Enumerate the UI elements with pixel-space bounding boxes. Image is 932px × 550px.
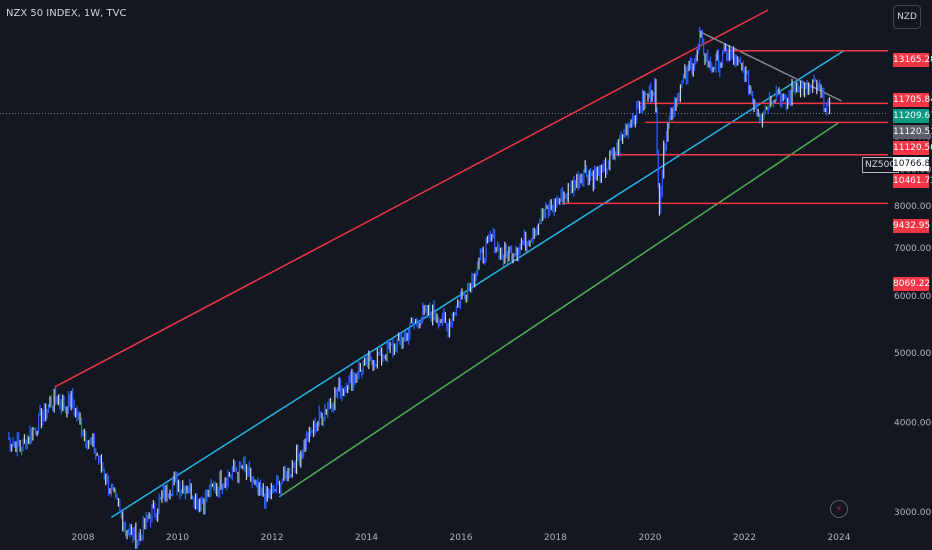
y-tick-label: 8000.00 <box>894 202 931 212</box>
x-tick-label: 2010 <box>166 533 189 543</box>
price-tag: 11120.51 <box>893 125 932 139</box>
y-tick-label: 4000.00 <box>894 418 931 428</box>
symbol-tag: NZ50G <box>862 157 900 173</box>
price-tag: 11209.67 <box>893 109 932 123</box>
upper-channel-line <box>54 9 769 388</box>
price-tag: 11120.50 <box>893 141 932 155</box>
price-tag: 11705.84 <box>893 93 932 107</box>
y-tick-label: 5000.00 <box>894 349 931 359</box>
x-tick-label: 2018 <box>544 533 567 543</box>
currency-button[interactable]: NZD <box>893 5 921 29</box>
x-tick-label: 2016 <box>450 533 473 543</box>
chart-title: NZX 50 INDEX, 1W, TVC <box>6 8 127 19</box>
y-tick-label: 6000.00 <box>894 292 931 302</box>
x-tick-label: 2014 <box>355 533 378 543</box>
price-tag: 10766.81 <box>893 157 932 171</box>
y-tick-label: 3000.00 <box>894 508 931 518</box>
x-tick-label: 2020 <box>639 533 662 543</box>
price-tag: 13165.28 <box>893 53 932 67</box>
x-tick-label: 2022 <box>733 533 756 543</box>
price-series <box>8 27 831 549</box>
price-tag: 9432.95 <box>893 219 931 233</box>
lower-channel-line <box>278 121 840 498</box>
x-tick-label: 2008 <box>72 533 95 543</box>
price-tag: 8069.22 <box>893 277 931 291</box>
lightning-icon[interactable]: ⚡ <box>830 500 848 518</box>
x-tick-label: 2024 <box>828 533 851 543</box>
mid-channel-line <box>110 50 845 519</box>
y-tick-label: 7000.00 <box>894 244 931 254</box>
x-tick-label: 2012 <box>261 533 284 543</box>
price-tag: 10461.73 <box>893 174 932 188</box>
